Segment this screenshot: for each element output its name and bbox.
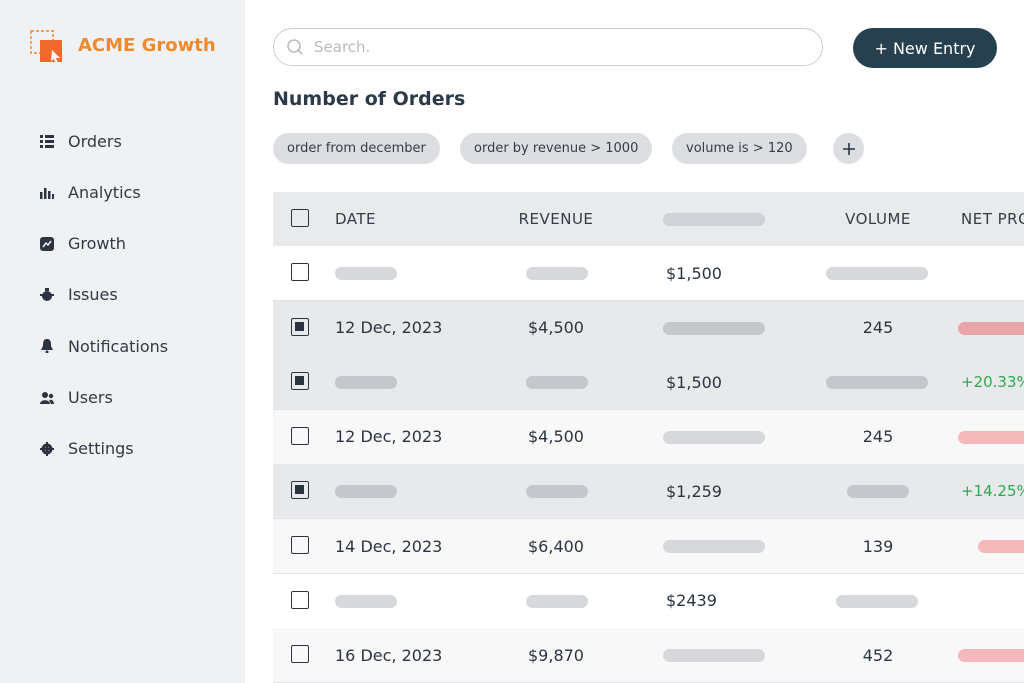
header-placeholder: [663, 213, 765, 226]
plus-icon: [842, 142, 855, 155]
text-placeholder: [663, 649, 765, 663]
row-checkbox[interactable]: [291, 536, 309, 554]
text-placeholder: [335, 376, 397, 390]
column-header: NET PROFIT: [961, 210, 1024, 228]
nav-label: Issues: [68, 285, 118, 305]
text-placeholder: [826, 267, 928, 280]
new-entry-button[interactable]: + New Entry: [853, 28, 997, 68]
cell-volume: 245: [862, 427, 894, 447]
cell-amount: $1,500: [666, 263, 722, 283]
column-header: DATE: [335, 210, 377, 228]
text-placeholder: [663, 430, 765, 444]
nav-icon: [40, 441, 54, 456]
row-checkbox[interactable]: [291, 645, 309, 664]
text-placeholder: [526, 485, 588, 499]
nav-icon: [40, 287, 54, 301]
profit-placeholder: [958, 649, 1024, 663]
table-row: 12 Dec, 2023 $4,500 245: [273, 300, 1024, 356]
text-placeholder: [526, 267, 588, 280]
table-header: DATE REVENUE VOLUME NET PROFIT: [273, 192, 1024, 247]
filter-chip[interactable]: volume is > 120: [672, 133, 807, 164]
profit-placeholder: [958, 321, 1024, 335]
cell-date: 12 Dec, 2023: [335, 427, 443, 447]
table-row: $2439: [273, 573, 1024, 629]
nav-item[interactable]: Orders: [40, 129, 122, 153]
text-placeholder: [663, 540, 765, 553]
table-row: $1,500: [273, 246, 1024, 301]
cell-revenue: $4,500: [528, 427, 584, 447]
text-placeholder: [826, 376, 928, 390]
nav-icon: [40, 236, 54, 251]
nav-item[interactable]: Growth: [40, 232, 126, 256]
add-filter-button[interactable]: [833, 133, 864, 164]
nav-item[interactable]: Analytics: [40, 180, 141, 204]
row-checkbox[interactable]: [291, 372, 309, 391]
profit-placeholder: [978, 540, 1024, 553]
text-placeholder: [836, 594, 918, 608]
cell-revenue: $4,500: [528, 318, 584, 338]
row-checkbox[interactable]: [291, 426, 309, 445]
nav-item[interactable]: Issues: [40, 283, 118, 307]
nav-label: Orders: [68, 131, 122, 151]
nav-icon: [40, 135, 54, 148]
cell-date: 12 Dec, 2023: [335, 318, 443, 338]
cell-volume: 452: [862, 645, 894, 665]
cell-date: 14 Dec, 2023: [335, 536, 443, 556]
row-checkbox[interactable]: [291, 481, 309, 500]
nav-item[interactable]: Users: [40, 386, 113, 410]
select-all-checkbox[interactable]: [291, 209, 309, 227]
text-placeholder: [335, 267, 397, 280]
cell-volume: 245: [862, 318, 894, 338]
text-placeholder: [847, 485, 909, 499]
text-placeholder: [663, 321, 765, 335]
sidebar: ACME Growth Orders Analytics Growth Issues N…: [0, 0, 245, 683]
cell-net-profit: +20.33%: [961, 373, 1024, 392]
nav-label: Notifications: [68, 336, 169, 356]
orders-table: DATE REVENUE VOLUME NET PROFIT $1,500 12 Dec,…: [273, 192, 1024, 683]
row-checkbox[interactable]: [291, 317, 309, 336]
row-checkbox[interactable]: [291, 590, 309, 609]
brand-logo: [30, 30, 62, 64]
cell-net-profit: +14.25%: [961, 482, 1024, 501]
text-placeholder: [526, 376, 588, 390]
column-header: VOLUME: [845, 210, 911, 228]
cell-amount: $1,259: [666, 481, 722, 501]
section-title: Number of Orders: [273, 88, 466, 110]
nav-icon: [40, 188, 54, 200]
table-row: $1,259 +14.25%: [273, 464, 1024, 520]
text-placeholder: [335, 594, 397, 608]
nav-label: Users: [68, 388, 113, 407]
nav-item[interactable]: Notifications: [40, 334, 168, 358]
table-row: 12 Dec, 2023 $4,500 245: [273, 409, 1024, 465]
cell-amount: $2439: [666, 591, 717, 611]
table-row: 16 Dec, 2023 $9,870 452: [273, 628, 1024, 683]
cell-revenue: $6,400: [528, 536, 584, 556]
search-placeholder: Search.: [314, 38, 371, 56]
brand-name: ACME Growth: [78, 35, 216, 56]
text-placeholder: [526, 594, 588, 608]
row-checkbox[interactable]: [291, 263, 309, 281]
nav-label: Settings: [68, 439, 134, 459]
cell-revenue: $9,870: [528, 645, 584, 665]
filter-chip[interactable]: order from december: [273, 133, 440, 164]
filter-chip[interactable]: order by revenue > 1000: [460, 133, 653, 164]
text-placeholder: [335, 485, 397, 499]
cell-volume: 139: [862, 536, 894, 556]
table-row: 14 Dec, 2023 $6,400 139: [273, 519, 1024, 574]
table-row: $1,500 +20.33%: [273, 355, 1024, 411]
nav-icon: [41, 339, 53, 354]
nav-label: Analytics: [68, 182, 141, 202]
column-header: REVENUE: [518, 210, 594, 228]
profit-placeholder: [958, 430, 1024, 444]
search-icon: [287, 39, 303, 55]
cell-date: 16 Dec, 2023: [335, 645, 443, 665]
search-box[interactable]: Search.: [273, 28, 823, 66]
cell-amount: $1,500: [666, 372, 722, 392]
nav-item[interactable]: Settings: [40, 437, 134, 461]
nav-icon: [40, 391, 54, 404]
nav-label: Growth: [68, 234, 126, 254]
